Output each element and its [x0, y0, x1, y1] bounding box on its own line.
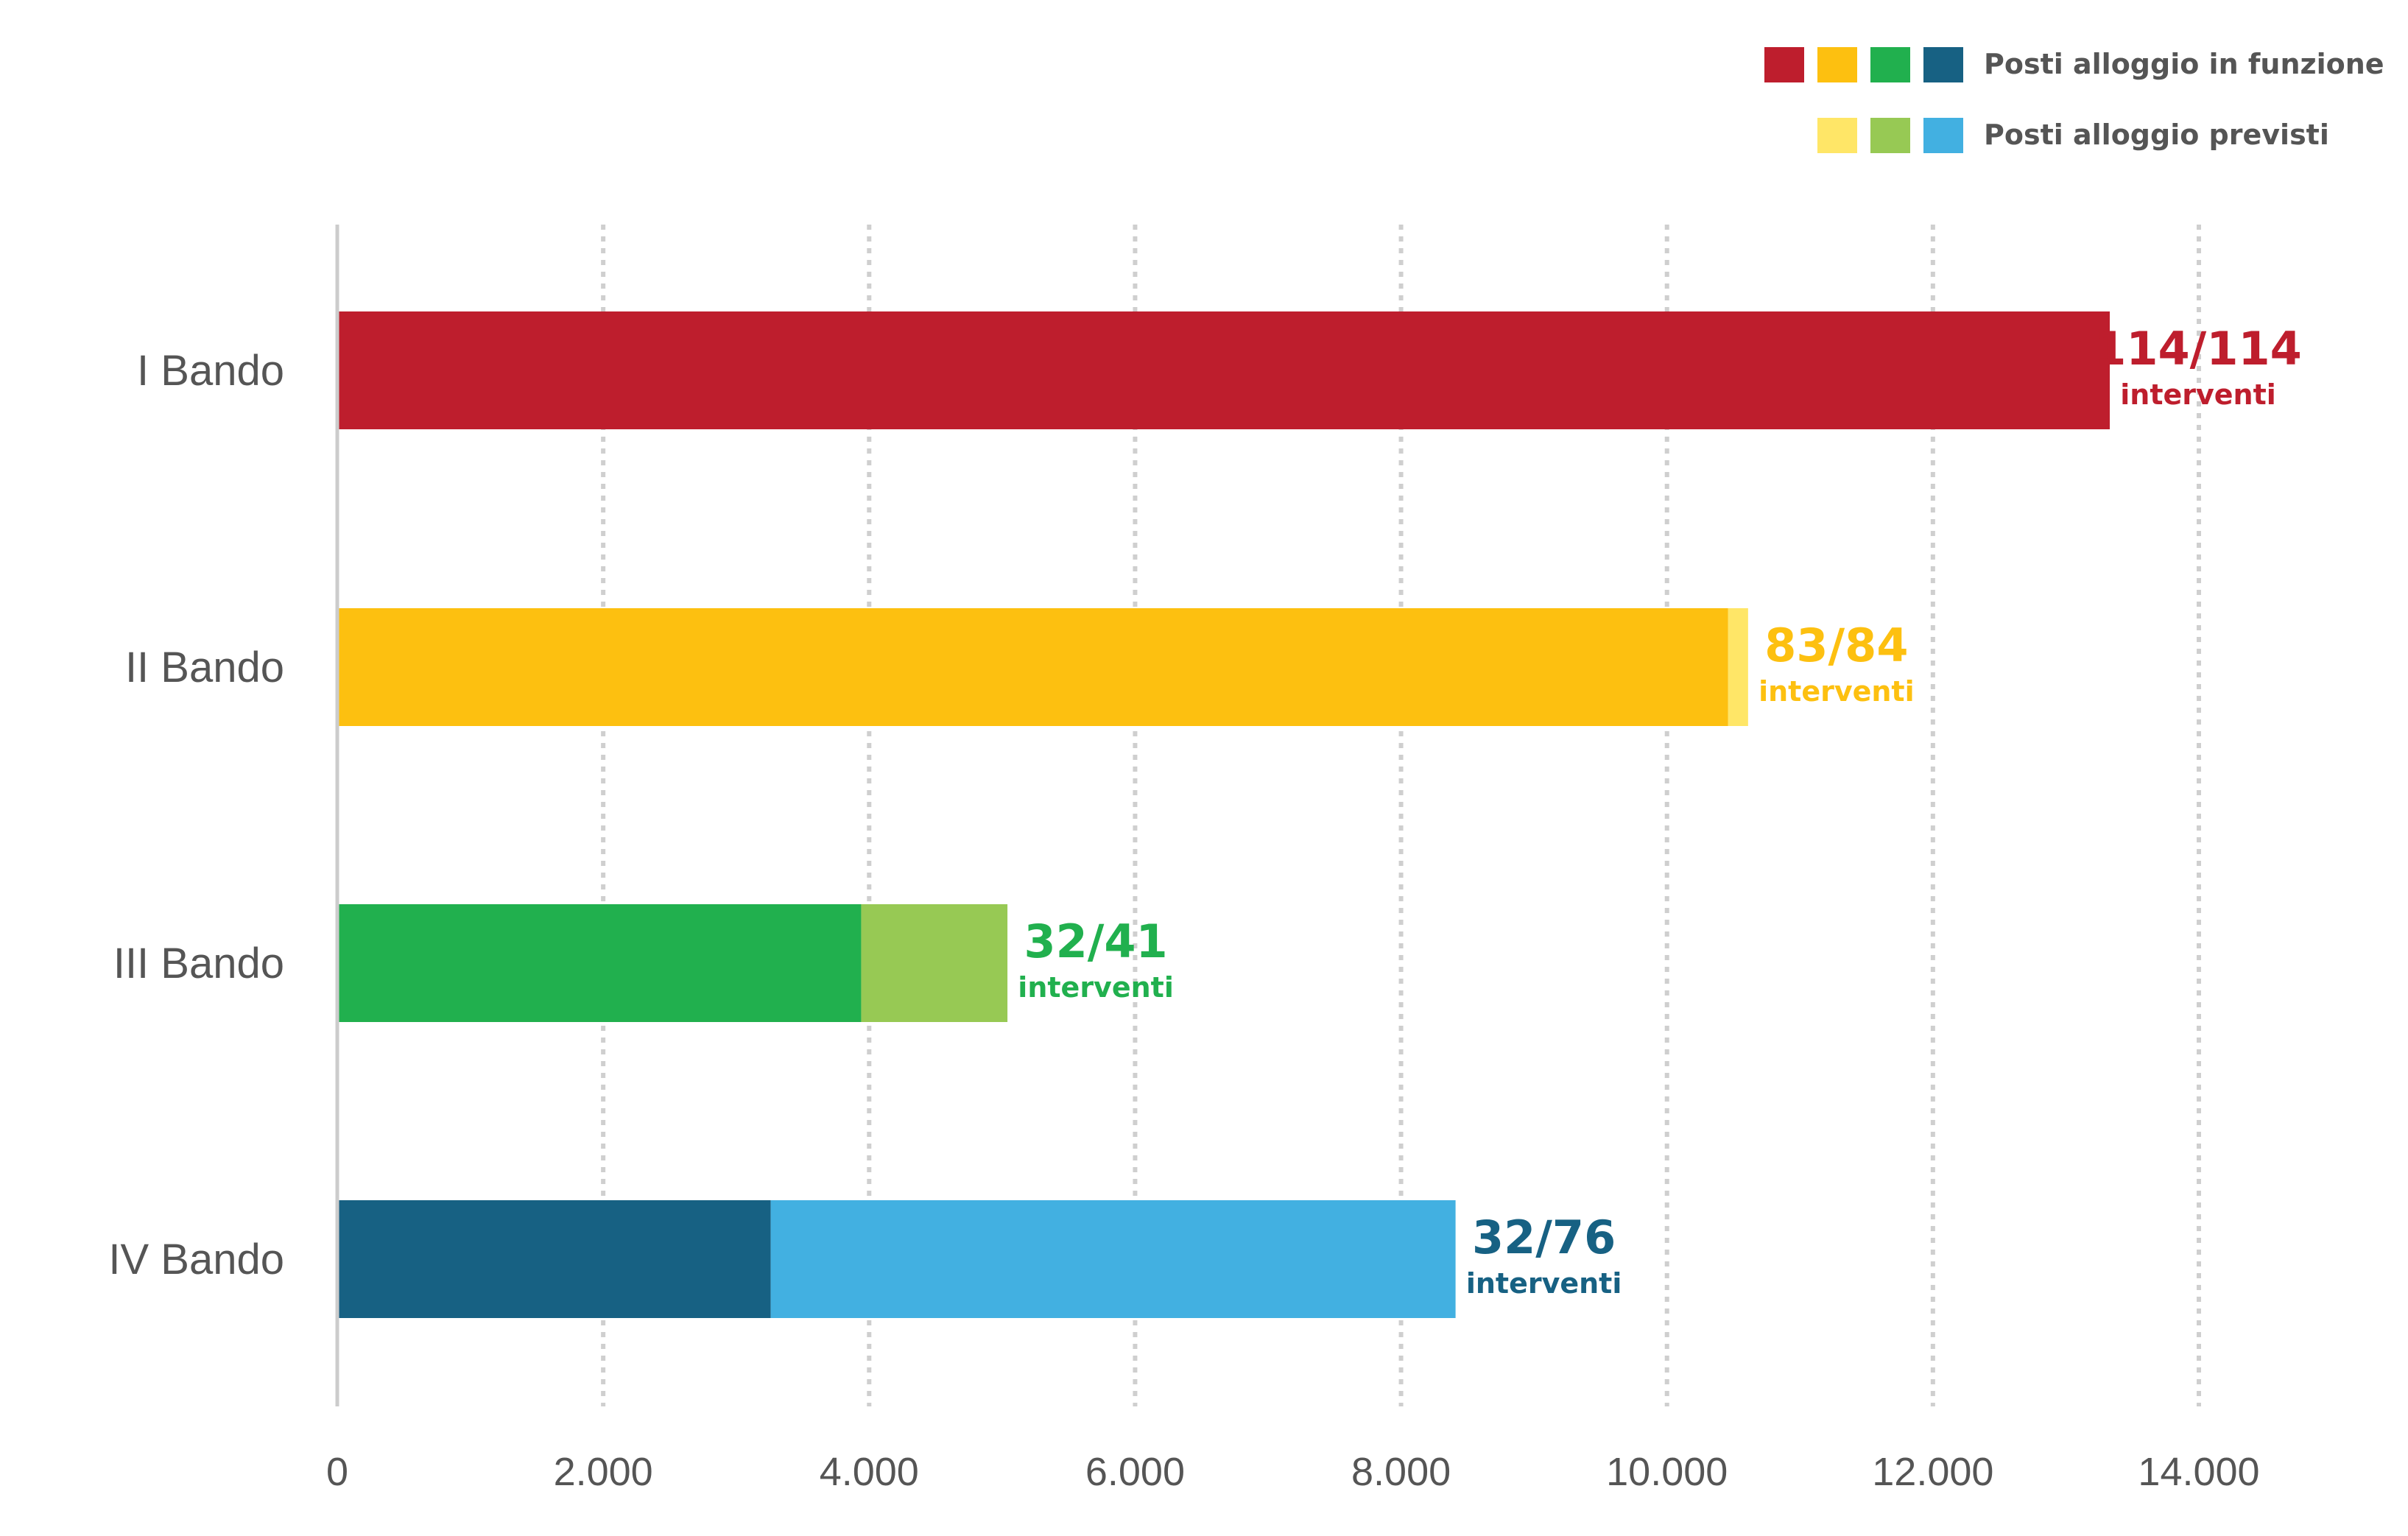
bar-previsti-4	[770, 1200, 1456, 1318]
tick-labels: 0 2.000 4.000 6.000 8.000 10.000 12.000 14.000	[326, 1450, 2260, 1494]
legend-swatch	[1870, 118, 1910, 153]
bar-annotation-count: 114/114	[2094, 322, 2301, 376]
bar-annotation-sub: interventi	[1466, 1267, 1622, 1300]
bar-annotations: 114/114interventi83/84interventi32/41int…	[1018, 322, 2301, 1300]
legend-label: Posti alloggio in funzione	[1984, 48, 2384, 80]
x-tick-label: 6.000	[1085, 1450, 1185, 1494]
bar-in-funzione-3	[337, 904, 862, 1022]
bar-annotation-count: 83/84	[1764, 619, 1908, 672]
category-label: I Bando	[137, 347, 284, 395]
legend-swatch	[1923, 47, 1963, 82]
bar-in-funzione-4	[337, 1200, 771, 1318]
bar-annotation-count: 32/41	[1024, 915, 1167, 968]
legend-swatch	[1817, 47, 1857, 82]
x-tick-label: 2.000	[554, 1450, 653, 1494]
bar-in-funzione-2	[337, 608, 1728, 726]
grid-lines	[601, 225, 2201, 1406]
legend-label: Posti alloggio previsti	[1984, 119, 2329, 151]
x-tick-label: 8.000	[1351, 1450, 1451, 1494]
x-tick-label: 10.000	[1606, 1450, 1728, 1494]
bar-previsti-2	[1728, 608, 1748, 726]
bars	[337, 311, 2110, 1318]
x-tick-label: 12.000	[1872, 1450, 1993, 1494]
x-tick-label: 14.000	[2138, 1450, 2259, 1494]
bar-in-funzione-1	[337, 311, 2110, 429]
x-tick-label: 4.000	[820, 1450, 919, 1494]
legend-swatch	[1764, 47, 1804, 82]
legend-swatch	[1923, 118, 1963, 153]
legend: Posti alloggio in funzione Posti alloggio…	[1764, 47, 2384, 153]
category-label: II Bando	[125, 644, 284, 691]
category-label: IV Bando	[108, 1236, 284, 1283]
category-label: III Bando	[113, 940, 284, 987]
bar-annotation-sub: interventi	[1018, 971, 1174, 1004]
category-labels: I Bando II Bando III Bando IV Bando	[108, 347, 284, 1283]
x-tick-label: 0	[326, 1450, 348, 1494]
legend-swatch	[1817, 118, 1857, 153]
legend-swatch	[1870, 47, 1910, 82]
bar-annotation-sub: interventi	[2120, 378, 2276, 411]
bar-previsti-3	[861, 904, 1008, 1022]
bar-annotation-sub: interventi	[1759, 675, 1915, 708]
bar-annotation-count: 32/76	[1472, 1211, 1616, 1264]
